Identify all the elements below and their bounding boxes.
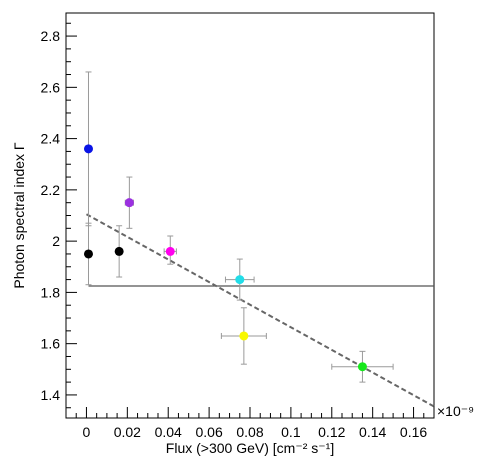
data-points — [83, 71, 394, 383]
x-axis-exponent-label: ×10⁻⁹ — [437, 403, 474, 419]
data-point — [163, 235, 177, 265]
data-point — [83, 71, 93, 227]
y-tick-label: 2 — [52, 233, 60, 249]
data-point — [114, 225, 124, 278]
y-tick-label: 1.8 — [41, 284, 61, 300]
y-tick-label: 2.6 — [41, 79, 61, 95]
y-tick-label: 2.8 — [41, 28, 61, 44]
x-tick-label: 0.06 — [195, 424, 222, 440]
x-tick-label: 0.02 — [114, 424, 141, 440]
x-tick-label: 0.12 — [318, 424, 345, 440]
data-marker — [239, 331, 249, 341]
data-marker — [235, 275, 245, 285]
data-marker — [83, 249, 93, 259]
data-marker — [83, 144, 93, 154]
data-point — [224, 258, 255, 301]
data-point — [124, 176, 134, 229]
x-tick-label: 0.04 — [155, 424, 182, 440]
data-marker — [357, 362, 367, 372]
y-axis-ticks: 1.4 1.6 1.8 2 2.2 2.4 2.6 2.8 — [41, 22, 77, 409]
x-tick-label: 0.1 — [281, 424, 301, 440]
data-marker — [165, 246, 175, 256]
x-axis-label: Flux (>300 GeV) [cm⁻² s⁻¹] — [166, 440, 334, 456]
y-axis-label: Photon spectral index Γ — [11, 142, 27, 289]
y-tick-label: 2.2 — [41, 182, 61, 198]
x-tick-label: 0.16 — [400, 424, 427, 440]
y-tick-label: 2.4 — [41, 131, 61, 147]
data-point — [331, 350, 394, 383]
data-marker — [114, 246, 124, 256]
x-axis-ticks: 0 0.02 0.04 0.06 0.08 0.1 0.12 0.14 0.16 — [65, 407, 435, 440]
data-point — [83, 222, 93, 286]
linear-fit-line — [85, 213, 435, 408]
y-tick-label: 1.6 — [41, 336, 61, 352]
fit-lines — [85, 213, 435, 408]
y-tick-label: 1.4 — [41, 387, 61, 403]
x-tick-label: 0.14 — [359, 424, 386, 440]
x-tick-label: 0.08 — [236, 424, 263, 440]
data-point — [220, 307, 267, 365]
data-marker — [124, 198, 134, 208]
x-tick-label: 0 — [83, 424, 91, 440]
plot-frame — [65, 12, 435, 419]
